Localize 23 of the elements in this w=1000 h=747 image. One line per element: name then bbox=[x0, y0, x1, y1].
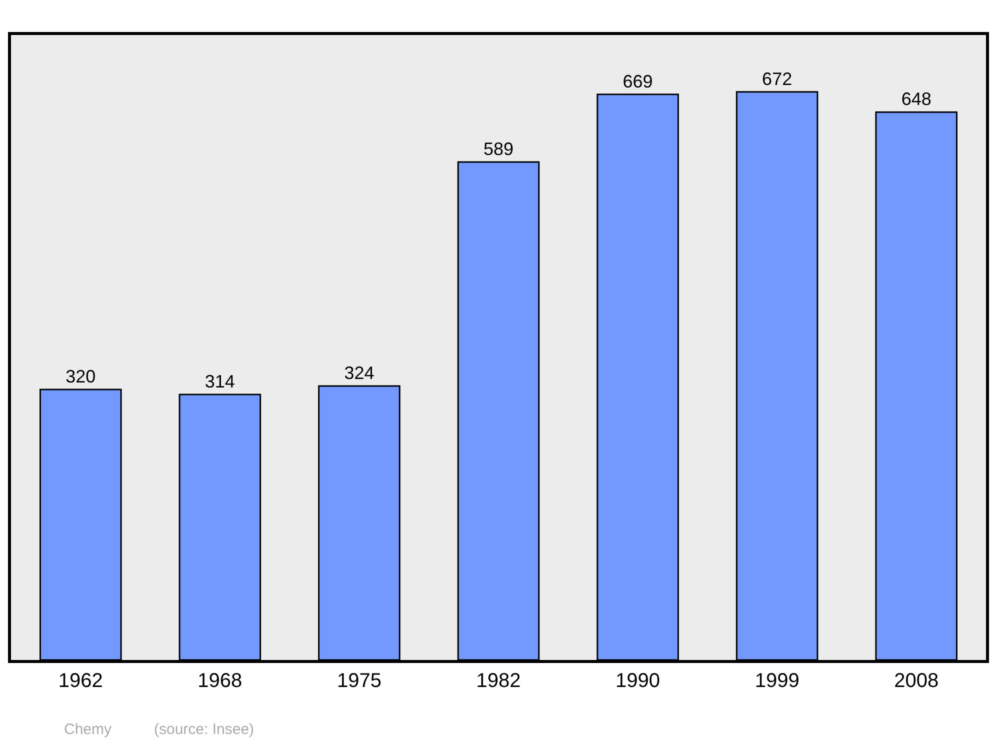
bar bbox=[178, 394, 262, 660]
bar bbox=[875, 111, 958, 660]
data-label: 648 bbox=[901, 89, 932, 110]
x-tick-label: 1968 bbox=[198, 670, 242, 692]
data-label: 672 bbox=[762, 68, 792, 89]
bar bbox=[318, 385, 400, 660]
data-label: 324 bbox=[344, 363, 374, 384]
data-label: 314 bbox=[204, 372, 235, 392]
x-tick-label: 2008 bbox=[894, 670, 939, 692]
x-tick-label: 1975 bbox=[336, 670, 382, 692]
data-label: 320 bbox=[66, 366, 96, 386]
data-label: 669 bbox=[622, 71, 653, 92]
x-tick-label: 1999 bbox=[754, 670, 800, 692]
bar bbox=[596, 94, 679, 660]
bar bbox=[457, 161, 540, 660]
bar bbox=[40, 388, 122, 660]
x-tick-label: 1982 bbox=[476, 670, 521, 692]
bar bbox=[736, 91, 818, 660]
data-label: 589 bbox=[483, 139, 514, 159]
x-tick-label: 1962 bbox=[58, 670, 103, 692]
text: (source: Insee) bbox=[154, 721, 254, 738]
text: Chemy bbox=[64, 721, 112, 738]
x-tick-label: 1990 bbox=[616, 670, 660, 692]
